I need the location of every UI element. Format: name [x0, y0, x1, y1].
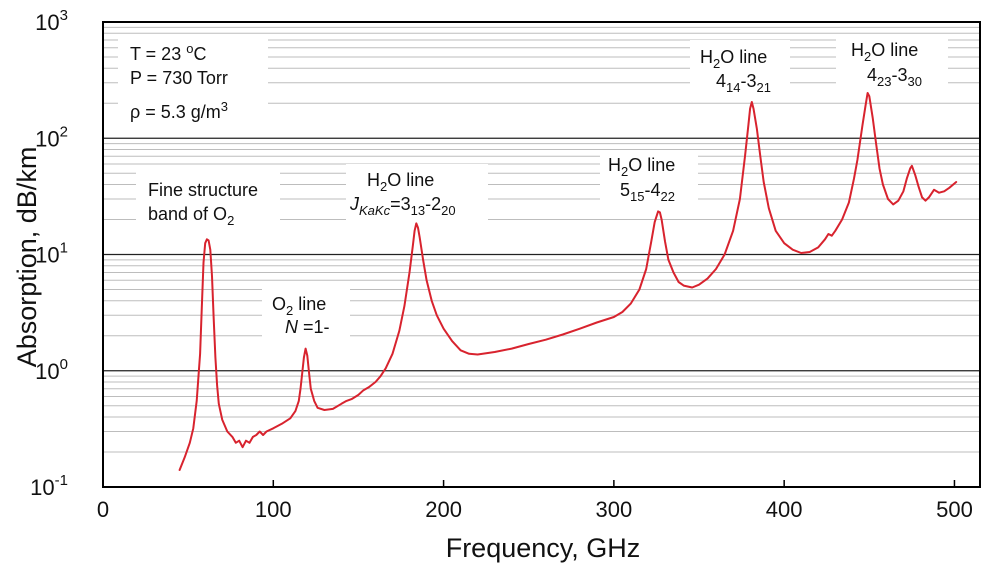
x-tick-label: 200	[425, 497, 462, 522]
annotation-backgrounds	[118, 34, 948, 340]
svg-text:423-330: 423-330	[867, 65, 922, 89]
y-tick-label: 103	[35, 7, 68, 35]
svg-text:JKaKc=313-220: JKaKc=313-220	[349, 194, 456, 218]
x-axis-ticks: 0 100 200 300 400 500	[97, 480, 973, 522]
x-tick-label: 100	[255, 497, 292, 522]
pressure-label: P = 730 Torr	[130, 68, 228, 88]
y-tick-label: 100	[35, 356, 68, 384]
h2o-380-annotation: H2O line 414-321	[700, 47, 771, 95]
svg-text:T = 23 oC: T = 23 oC	[130, 41, 206, 64]
density-label: ρ = 5.3 g/m	[130, 102, 221, 122]
chart-grid	[103, 26, 980, 488]
svg-text:Fine structure: Fine structure	[148, 180, 258, 200]
svg-text:N =1-: N =1-	[285, 317, 330, 337]
svg-text:ρ = 5.3 g/m3: ρ = 5.3 g/m3	[130, 99, 228, 122]
h2o-325-annotation: H2O line 515-422	[608, 155, 675, 204]
x-tick-label: 300	[596, 497, 633, 522]
x-tick-label: 0	[97, 497, 109, 522]
h2o-448-annotation: H2O line 423-330	[851, 40, 922, 89]
conditions-annotation: T = 23 oC P = 730 Torr ρ = 5.3 g/m3	[130, 41, 228, 122]
svg-text:H2O line: H2O line	[851, 40, 918, 64]
svg-text:H2O line: H2O line	[367, 170, 434, 194]
y-tick-label: 102	[35, 123, 68, 151]
svg-text:515-422: 515-422	[620, 180, 675, 204]
y-axis-ticks: 10-1 100 101 102 103	[30, 7, 68, 500]
x-axis-title: Frequency, GHz	[446, 533, 641, 563]
svg-text:H2O line: H2O line	[608, 155, 675, 179]
svg-text:band of O2: band of O2	[148, 204, 234, 228]
temperature-label: T = 23	[130, 44, 186, 64]
o2-band-annotation: Fine structure band of O2	[148, 180, 258, 228]
y-axis-title: Absorption, dB/km	[12, 147, 42, 368]
plot-frame	[102, 21, 981, 488]
o2-line-annotation: O2 line N =1-	[272, 294, 330, 337]
y-tick-label: 101	[35, 240, 68, 268]
absorption-curve	[178, 92, 958, 471]
h2o-183-annotation: H2O line JKaKc=313-220	[349, 170, 456, 218]
svg-text:O2 line: O2 line	[272, 294, 326, 318]
svg-text:414-321: 414-321	[716, 71, 771, 95]
y-tick-label: 10-1	[30, 472, 68, 500]
svg-text:H2O line: H2O line	[700, 47, 767, 71]
x-tick-label: 400	[766, 497, 803, 522]
x-tick-label: 500	[936, 497, 973, 522]
